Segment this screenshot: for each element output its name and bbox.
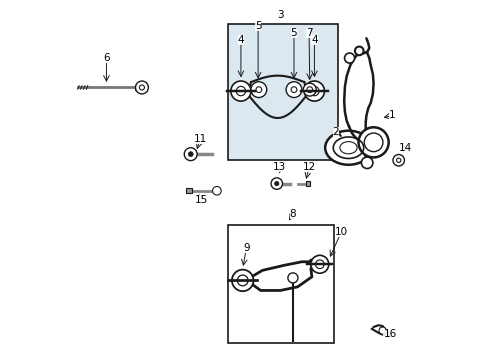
Circle shape [344,53,354,63]
Text: 11: 11 [193,134,206,144]
Circle shape [378,327,386,334]
Text: 8: 8 [289,209,296,219]
Text: 13: 13 [272,162,285,172]
Text: 6: 6 [103,53,109,63]
Circle shape [250,82,266,98]
Text: 5: 5 [290,28,297,38]
Circle shape [135,81,148,94]
Bar [228,225,333,343]
Circle shape [361,157,372,168]
Text: 9: 9 [243,243,249,253]
Circle shape [392,154,404,166]
Text: 10: 10 [334,227,347,237]
Circle shape [358,127,388,157]
Text: 5: 5 [254,21,261,31]
Text: 15: 15 [194,195,208,205]
Circle shape [230,81,250,101]
Circle shape [287,273,297,283]
Text: 2: 2 [332,127,339,136]
Circle shape [354,46,363,55]
Text: 12: 12 [302,162,315,172]
Text: 16: 16 [383,329,396,339]
Circle shape [304,81,324,101]
Circle shape [270,178,282,189]
Circle shape [303,83,316,96]
Text: 7: 7 [305,28,312,38]
Circle shape [310,255,328,273]
Ellipse shape [325,131,371,165]
Text: 4: 4 [237,35,244,45]
Circle shape [212,186,221,195]
Circle shape [285,82,301,98]
Text: 4: 4 [310,35,317,45]
Circle shape [231,270,253,291]
Text: 3: 3 [277,10,283,20]
Bar [305,181,309,186]
Circle shape [188,152,193,157]
Circle shape [274,181,278,186]
Text: 14: 14 [398,143,412,153]
Circle shape [184,148,197,161]
Text: 1: 1 [388,111,395,121]
Bar [228,24,337,160]
Bar [185,188,191,193]
Bar [135,85,139,90]
